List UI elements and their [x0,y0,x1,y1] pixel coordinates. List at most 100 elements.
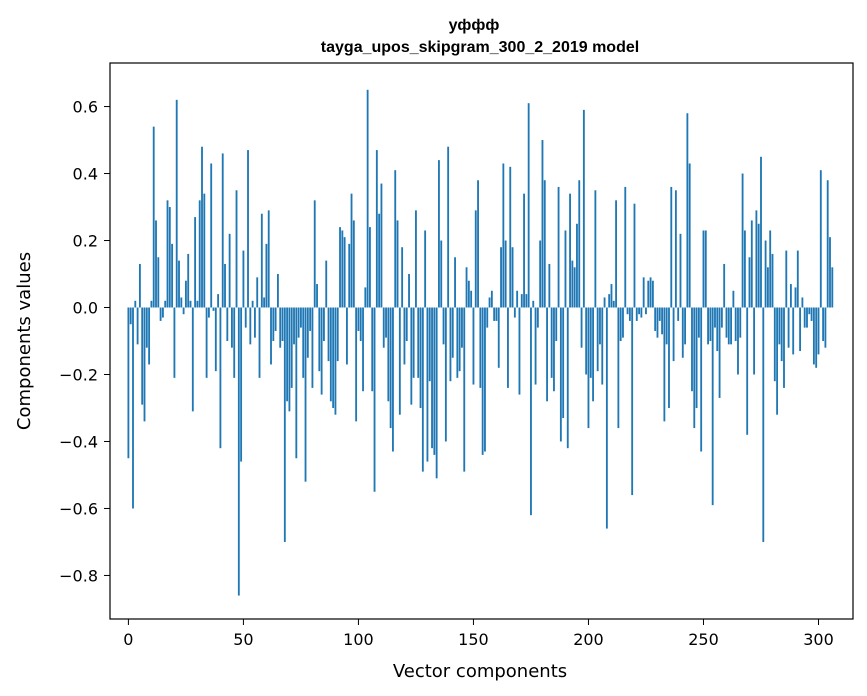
bar-150 [472,307,475,385]
bar-67 [281,307,284,341]
bar-221 [635,307,638,321]
bar-8 [145,307,148,348]
bar-298 [812,307,815,365]
bar-34 [205,307,208,378]
bar-84 [320,307,323,395]
bar-211 [612,300,615,308]
bar-65 [277,274,279,308]
bar-273 [755,210,758,308]
bar-80 [311,307,314,388]
bar-94 [343,237,346,308]
bar-214 [619,307,622,341]
bar-289 [792,307,795,355]
bar-165 [507,307,509,388]
bar-130 [426,307,429,462]
bar-236 [670,186,673,308]
bar-52 [247,150,249,308]
bar-176 [532,300,535,308]
bar-230 [656,307,659,338]
bar-104 [366,89,369,308]
bar-296 [808,307,811,315]
y-tick-label: −0.8 [59,566,98,585]
bar-174 [527,103,530,308]
bar-139 [447,146,450,308]
bar-137 [442,307,445,345]
bar-36 [210,163,213,308]
bar-132 [431,307,433,449]
bar-170 [518,307,521,395]
bar-29 [194,217,197,308]
bar-248 [697,307,700,338]
bar-87 [327,307,330,362]
bar-189 [562,307,565,419]
bar-294 [803,307,806,328]
bar-18 [168,207,171,308]
bar-292 [799,307,802,352]
bar-285 [783,307,785,388]
x-tick-label: 250 [688,630,719,649]
bar-12 [155,220,157,308]
bar-259 [723,263,726,308]
bar-118 [398,307,401,415]
bar-106 [371,307,374,392]
bar-100 [357,307,360,331]
bar-124 [412,307,415,378]
bar-7 [143,307,146,422]
bar-74 [297,307,300,338]
bar-127 [419,307,422,408]
bar-85 [323,307,325,341]
bar-86 [325,260,328,308]
bar-175 [530,307,532,516]
bar-19 [171,243,174,308]
bar-151 [474,210,477,308]
bar-235 [668,307,670,408]
bar-228 [651,280,654,308]
bar-290 [794,287,797,308]
bar-242 [684,307,686,345]
bar-276 [762,307,765,542]
bar-58 [260,213,263,308]
bar-205 [599,307,601,345]
bar-27 [189,300,192,308]
bar-226 [647,280,650,308]
bar-217 [626,307,629,315]
bar-24 [182,307,185,315]
bar-194 [573,267,576,308]
bar-26 [187,253,190,308]
bar-64 [274,307,277,331]
bar-81 [313,200,316,308]
bar-238 [674,190,677,308]
bar-166 [509,166,512,308]
bar-96 [348,243,351,308]
bar-0 [127,307,130,459]
bar-88 [329,307,332,402]
bar-138 [444,307,447,442]
bar-10 [150,300,153,308]
bar-301 [819,170,822,308]
bar-180 [541,140,544,308]
bar-246 [693,307,696,429]
bar-31 [198,200,201,308]
plot-frame [109,62,854,620]
bar-44 [228,233,231,308]
bar-243 [686,113,689,308]
bar-77 [304,307,307,482]
bar-186 [555,307,558,341]
bar-4 [136,307,139,345]
bar-241 [681,307,684,358]
bar-233 [663,307,666,422]
bar-79 [309,307,312,331]
bar-119 [401,247,404,308]
bar-272 [753,307,756,375]
chart-title: уффф [449,17,500,34]
bar-142 [454,257,456,308]
bar-154 [481,307,484,455]
bar-146 [463,307,466,472]
bar-177 [534,307,537,385]
bar-25 [184,280,187,308]
bar-197 [580,307,583,348]
bar-117 [396,220,399,308]
bar-105 [369,227,371,308]
y-tick-label: 0.2 [73,232,98,251]
bar-284 [780,307,783,362]
